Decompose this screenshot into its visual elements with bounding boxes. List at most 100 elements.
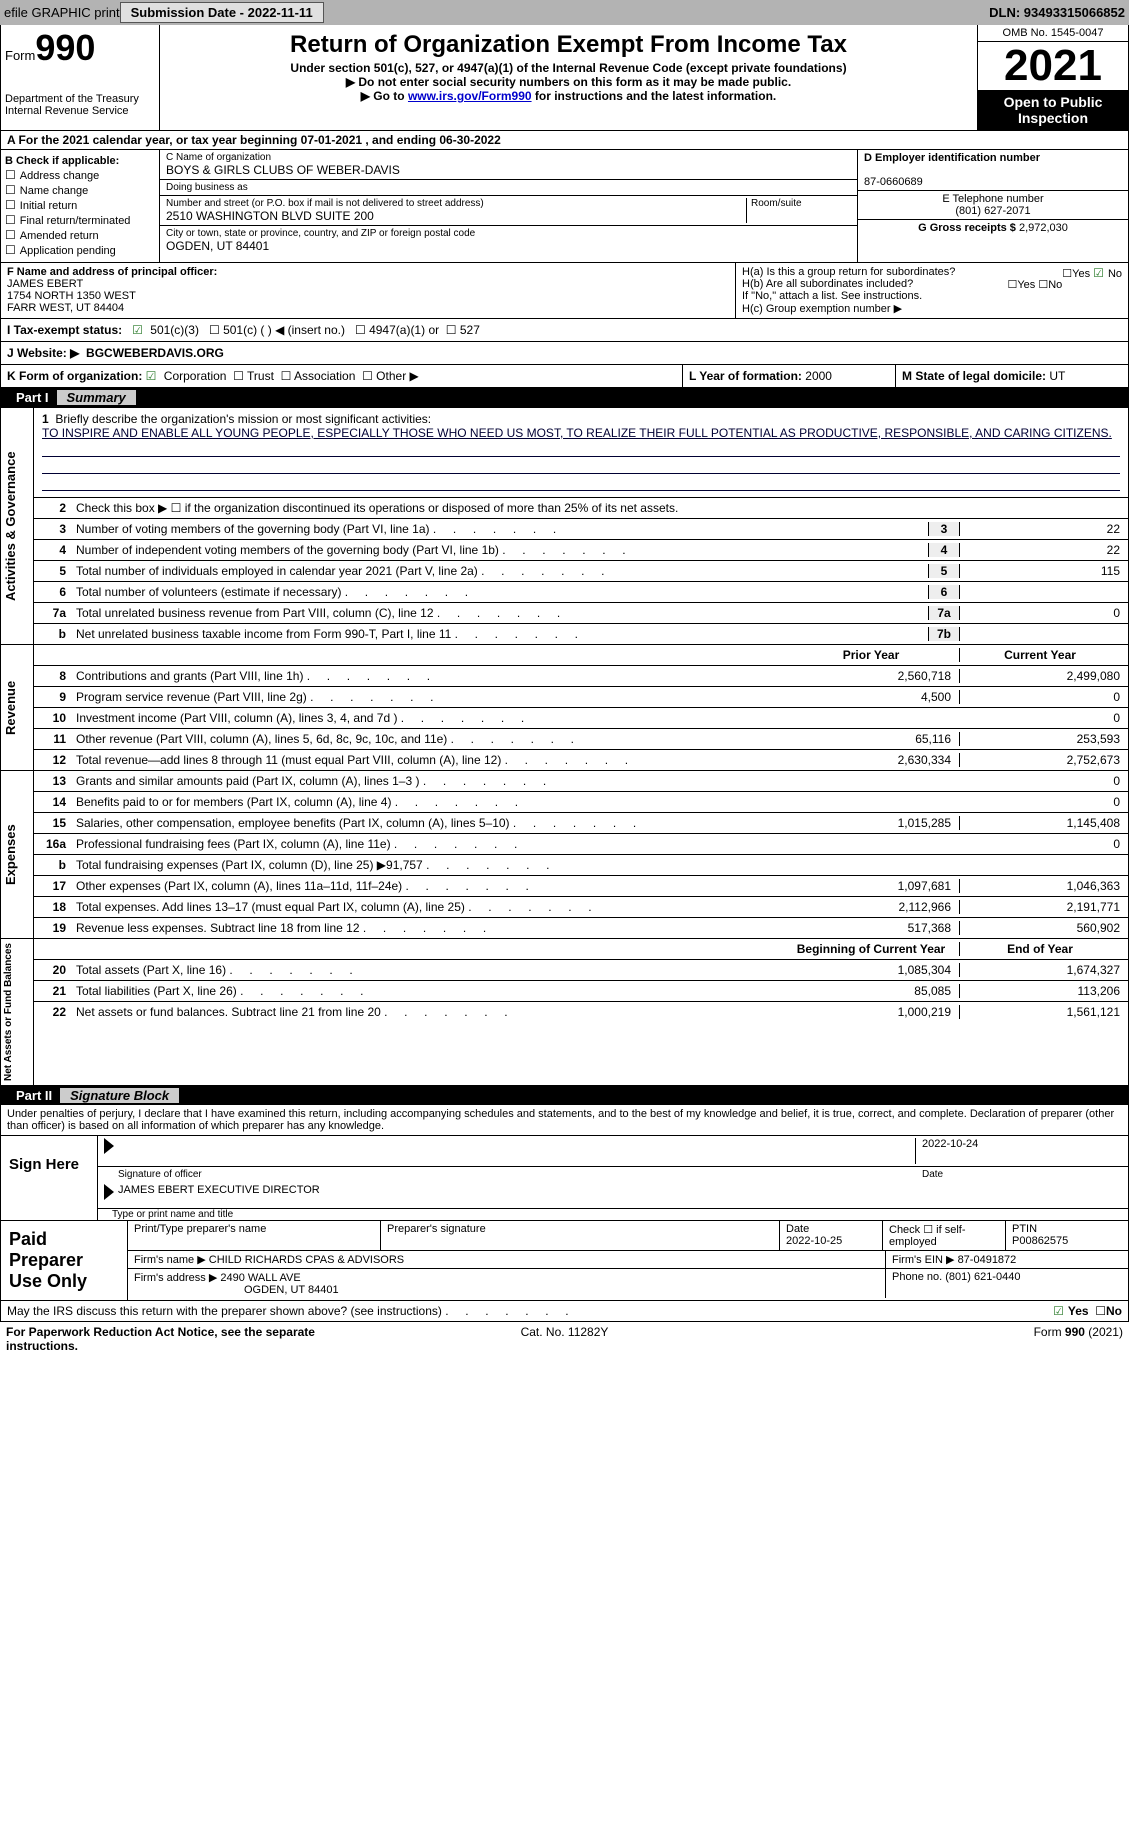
chk-name-change[interactable]: Name change: [5, 183, 155, 197]
k-trust[interactable]: Trust: [247, 369, 274, 383]
lprior: 2,112,966: [791, 900, 960, 914]
sig-line-2: JAMES EBERT EXECUTIVE DIRECTOR: [98, 1182, 1128, 1209]
side-expenses: Expenses: [1, 771, 34, 938]
lval: 115: [960, 564, 1128, 578]
discuss-text: May the IRS discuss this return with the…: [7, 1304, 569, 1318]
uline1: [42, 442, 1120, 457]
prep-check-label[interactable]: Check ☐ if self-employed: [883, 1221, 1006, 1250]
sign-name-label: Type or print name and title: [98, 1209, 1128, 1220]
submission-date-btn[interactable]: Submission Date - 2022-11-11: [120, 2, 324, 23]
irs-link[interactable]: www.irs.gov/Form990: [408, 89, 532, 103]
gross-cell: G Gross receipts $ 2,972,030: [858, 220, 1128, 236]
chk-final-return[interactable]: Final return/terminated: [5, 213, 155, 227]
note2-post: for instructions and the latest informat…: [532, 89, 777, 103]
firm-addr1: 2490 WALL AVE: [220, 1272, 300, 1284]
mission-label: Briefly describe the organization's miss…: [55, 412, 431, 426]
footer-right: Form 990 (2021): [751, 1325, 1123, 1353]
officer-label: F Name and address of principal officer:: [7, 266, 217, 278]
chk-initial-return[interactable]: Initial return: [5, 198, 155, 212]
discuss-yes[interactable]: Yes: [1068, 1304, 1089, 1318]
section-h: H(a) Is this a group return for subordin…: [735, 263, 1128, 318]
revenue-content: Prior Year Current Year 8 Contributions …: [34, 645, 1128, 770]
lnum: 22: [34, 1005, 72, 1019]
lnum: 15: [34, 816, 72, 830]
gross-value: 2,972,030: [1019, 222, 1068, 234]
ha-no[interactable]: No: [1108, 268, 1122, 280]
l2-num: 2: [34, 501, 72, 515]
k-assoc[interactable]: Association: [294, 369, 355, 383]
prep-row-1: Print/Type preparer's name Preparer's si…: [128, 1221, 1128, 1251]
gross-label: G Gross receipts $: [918, 222, 1016, 234]
section-l: L Year of formation: 2000: [683, 365, 896, 387]
ldesc: Total liabilities (Part X, line 26): [72, 982, 791, 1000]
sign-right: 2022-10-24 Signature of officer Date JAM…: [98, 1136, 1128, 1220]
ldesc: Professional fundraising fees (Part IX, …: [72, 835, 791, 853]
arrow-icon-2: [104, 1184, 114, 1200]
line-3: 3 Number of voting members of the govern…: [34, 519, 1128, 540]
line-9: 9 Program service revenue (Part VIII, li…: [34, 687, 1128, 708]
efile-label: efile GRAPHIC print: [4, 5, 120, 20]
opt-527[interactable]: 527: [460, 323, 480, 337]
sig-line-1: 2022-10-24: [98, 1136, 1128, 1167]
line-7a: 7a Total unrelated business revenue from…: [34, 603, 1128, 624]
side-revenue: Revenue: [1, 645, 34, 770]
line-11: 11 Other revenue (Part VIII, column (A),…: [34, 729, 1128, 750]
section-c: C Name of organization BOYS & GIRLS CLUB…: [160, 150, 857, 262]
line-21: 21 Total liabilities (Part X, line 26) 8…: [34, 981, 1128, 1002]
website-label: J Website: ▶: [7, 346, 79, 360]
ha-yes[interactable]: Yes: [1072, 268, 1090, 280]
exempt-label: I Tax-exempt status:: [7, 323, 122, 337]
opt-501c3[interactable]: 501(c)(3): [150, 323, 199, 337]
chk-amended[interactable]: Amended return: [5, 228, 155, 242]
k-corp[interactable]: Corporation: [164, 369, 227, 383]
line-18: 18 Total expenses. Add lines 13–17 (must…: [34, 897, 1128, 918]
ha-answers: ☐Yes No: [1062, 266, 1122, 280]
k-other[interactable]: Other ▶: [376, 369, 419, 383]
addr-label: Number and street (or P.O. box if mail i…: [166, 198, 746, 209]
lcurr: 1,046,363: [960, 879, 1128, 893]
omb-number: OMB No. 1545-0047: [978, 25, 1128, 42]
lval: 0: [960, 606, 1128, 620]
arrow-icon: [104, 1138, 114, 1154]
chk-app-pending[interactable]: Application pending: [5, 243, 155, 257]
opt-4947[interactable]: 4947(a)(1) or: [369, 323, 439, 337]
lprior: 1,015,285: [791, 816, 960, 830]
hb-yes[interactable]: Yes: [1017, 279, 1035, 291]
officer-group-row: F Name and address of principal officer:…: [0, 263, 1129, 319]
nh-desc: [72, 947, 791, 951]
ldesc: Total expenses. Add lines 13–17 (must eq…: [72, 898, 791, 916]
opt-501c[interactable]: 501(c) ( ) ◀ (insert no.): [223, 323, 345, 337]
address-cell: Number and street (or P.O. box if mail i…: [160, 196, 857, 226]
hb-no[interactable]: No: [1048, 279, 1062, 291]
lnum: 21: [34, 984, 72, 998]
dba-cell: Doing business as: [160, 180, 857, 196]
chk-address-change[interactable]: Address change: [5, 168, 155, 182]
discuss-no[interactable]: No: [1106, 1304, 1122, 1318]
l-value: 2000: [805, 369, 832, 383]
footer-form-num: 990: [1065, 1325, 1085, 1339]
h-a: H(a) Is this a group return for subordin…: [742, 266, 1122, 278]
lnum: 8: [34, 669, 72, 683]
lval: 22: [960, 522, 1128, 536]
sig-labels-1: Signature of officer Date: [98, 1167, 1128, 1182]
line-20: 20 Total assets (Part X, line 16) 1,085,…: [34, 960, 1128, 981]
sign-name: JAMES EBERT EXECUTIVE DIRECTOR: [118, 1184, 320, 1206]
revenue-header: Prior Year Current Year: [34, 645, 1128, 666]
firm-phone: (801) 621-0440: [945, 1271, 1020, 1283]
tax-year: 2021: [978, 42, 1128, 90]
ldesc: Contributions and grants (Part VIII, lin…: [72, 667, 791, 685]
ldesc: Other revenue (Part VIII, column (A), li…: [72, 730, 791, 748]
lbox: 6: [928, 585, 960, 599]
rh-desc: [72, 653, 791, 657]
ha-label: H(a) Is this a group return for subordin…: [742, 266, 955, 278]
col-end-year: End of Year: [960, 942, 1128, 956]
expenses-content: 13 Grants and similar amounts paid (Part…: [34, 771, 1128, 938]
form-subtitle: Under section 501(c), 527, or 4947(a)(1)…: [164, 61, 973, 75]
ldesc: Number of voting members of the governin…: [72, 520, 928, 538]
efile-topbar: efile GRAPHIC print Submission Date - 20…: [0, 0, 1129, 25]
firm-addr-cell: Firm's address ▶ 2490 WALL AVE OGDEN, UT…: [128, 1269, 886, 1298]
ldesc: Total fundraising expenses (Part IX, col…: [72, 856, 791, 874]
officer-name: JAMES EBERT: [7, 278, 729, 290]
firm-addr-label: Firm's address ▶: [134, 1272, 217, 1284]
form-num: 990: [35, 27, 95, 68]
